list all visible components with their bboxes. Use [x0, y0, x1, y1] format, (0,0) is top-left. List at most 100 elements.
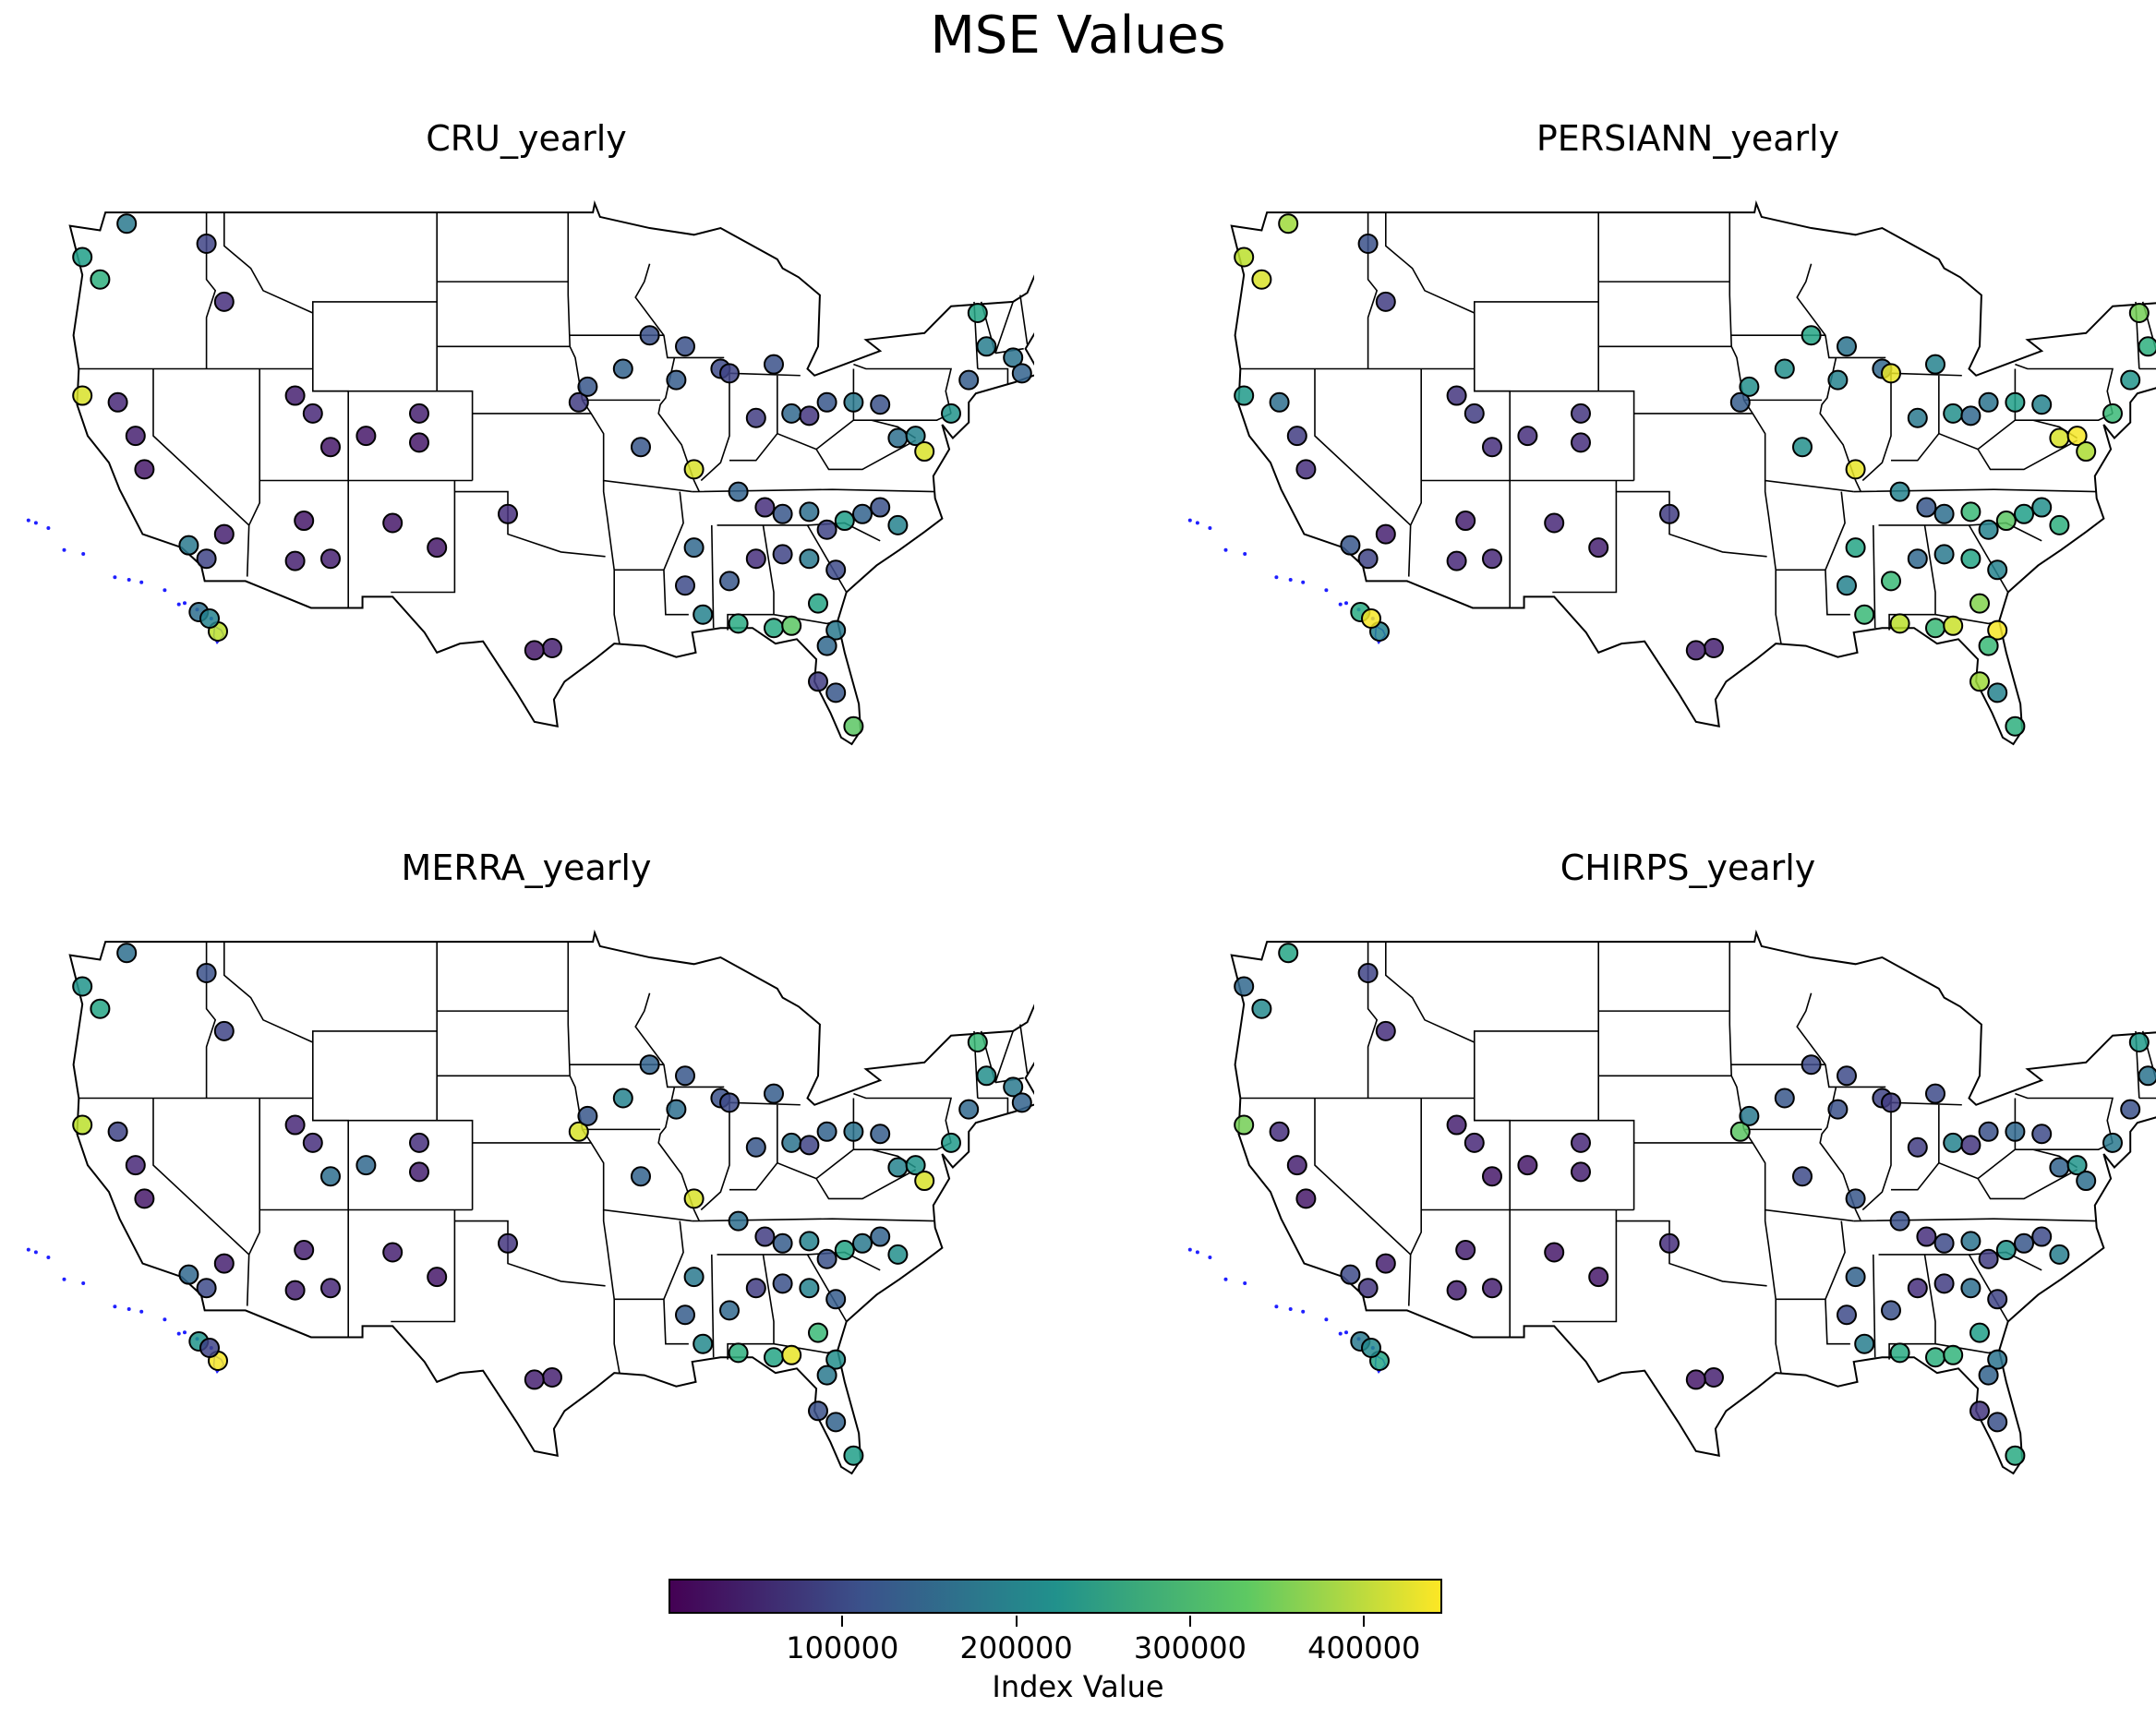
colorbar-tick-label: 200000 — [959, 1630, 1073, 1665]
station-point — [1739, 376, 1760, 397]
state-border — [815, 439, 916, 471]
station-point — [196, 1278, 217, 1299]
station-point — [666, 369, 687, 391]
station-point — [745, 548, 766, 570]
state-border — [729, 372, 801, 377]
station-point — [1854, 604, 1875, 625]
station-point — [409, 403, 429, 424]
hawaii-islet — [26, 518, 30, 523]
state-border — [1977, 1169, 2078, 1200]
station-point — [1925, 1083, 1945, 1104]
state-border — [2138, 1097, 2156, 1100]
station-point — [2031, 394, 2053, 415]
colorbar-tick — [841, 1616, 844, 1627]
station-point — [887, 1244, 909, 1265]
colorbar-tick — [1363, 1616, 1366, 1627]
station-point — [1234, 1114, 1255, 1136]
station-point — [1933, 1232, 1955, 1254]
hawaii-islet — [81, 552, 86, 556]
station-point — [683, 459, 705, 480]
station-point — [914, 1171, 935, 1192]
state-border — [205, 942, 217, 1099]
station-point — [1943, 615, 1964, 636]
station-point — [1588, 1267, 1609, 1288]
station-point — [675, 575, 695, 596]
station-point — [870, 497, 891, 518]
map-canvas — [1187, 199, 2156, 746]
station-point — [284, 550, 306, 571]
state-border — [1367, 942, 1379, 1099]
station-point — [125, 426, 146, 447]
conus-outline — [1230, 929, 2156, 1475]
state-border — [1873, 524, 1876, 629]
state-border — [1873, 1254, 1876, 1358]
hawaii-islet — [1324, 588, 1329, 593]
station-point — [639, 1054, 660, 1076]
station-point — [1704, 1367, 1724, 1388]
station-point — [941, 403, 961, 424]
station-point — [843, 715, 864, 737]
hawaii-islet — [113, 575, 117, 580]
state-border — [391, 480, 456, 594]
station-point — [1987, 682, 2008, 703]
state-border — [657, 1087, 701, 1221]
station-point — [1889, 481, 1910, 502]
state-border — [2015, 363, 2114, 415]
station-point — [1960, 405, 1981, 427]
station-point — [2005, 1445, 2026, 1466]
station-point — [1881, 1092, 1901, 1113]
station-point — [213, 1020, 235, 1041]
hawaii-islet — [113, 1304, 117, 1309]
station-point — [764, 1347, 784, 1368]
station-point — [1340, 1264, 1361, 1285]
station-point — [825, 619, 847, 641]
state-border — [1819, 1087, 1862, 1221]
state-border — [700, 373, 730, 482]
station-point — [1517, 1155, 1538, 1176]
station-point — [213, 291, 235, 312]
hawaii-islet — [1195, 521, 1199, 525]
station-point — [914, 441, 935, 463]
station-point — [409, 432, 429, 453]
state-border — [1385, 942, 1475, 1043]
state-border — [246, 368, 261, 577]
station-point — [1792, 437, 1813, 458]
station-point — [542, 1367, 562, 1388]
station-point — [1845, 1188, 1866, 1209]
station-point — [1361, 1338, 1381, 1358]
hawaii-islet — [1301, 580, 1306, 584]
station-point — [976, 1065, 997, 1087]
station-point — [2005, 715, 2026, 737]
station-point — [852, 1232, 873, 1254]
station-point — [843, 391, 864, 413]
state-border — [1890, 372, 1962, 377]
station-point — [870, 1124, 891, 1145]
conus-outline — [68, 929, 1034, 1475]
station-point — [1357, 233, 1379, 254]
station-point — [1482, 1278, 1502, 1299]
hawaii-islet — [81, 1281, 86, 1285]
hawaii-islet — [1223, 1277, 1228, 1281]
station-point — [764, 1083, 784, 1104]
station-point — [1774, 358, 1795, 379]
station-point — [816, 1121, 837, 1142]
state-border — [1552, 1209, 1618, 1323]
state-border — [436, 212, 474, 481]
state-border — [1597, 212, 1635, 481]
state-border — [1888, 1254, 1936, 1360]
state-border — [806, 1254, 848, 1322]
station-point — [1571, 1132, 1591, 1153]
station-point — [1774, 1088, 1795, 1109]
station-point — [1978, 1364, 1999, 1386]
station-point — [2120, 369, 2141, 391]
hawaii-islet — [1223, 547, 1228, 552]
station-point — [1278, 213, 1299, 234]
state-border — [711, 1254, 715, 1358]
station-point — [1011, 1092, 1032, 1113]
station-point — [1933, 544, 1955, 565]
hawaii-islet — [62, 547, 66, 552]
map-panel-merra: MERRA_yearly — [18, 847, 1034, 1494]
state-border — [1616, 490, 1767, 558]
hawaii-islet — [46, 1256, 51, 1259]
station-point — [1881, 363, 1901, 384]
